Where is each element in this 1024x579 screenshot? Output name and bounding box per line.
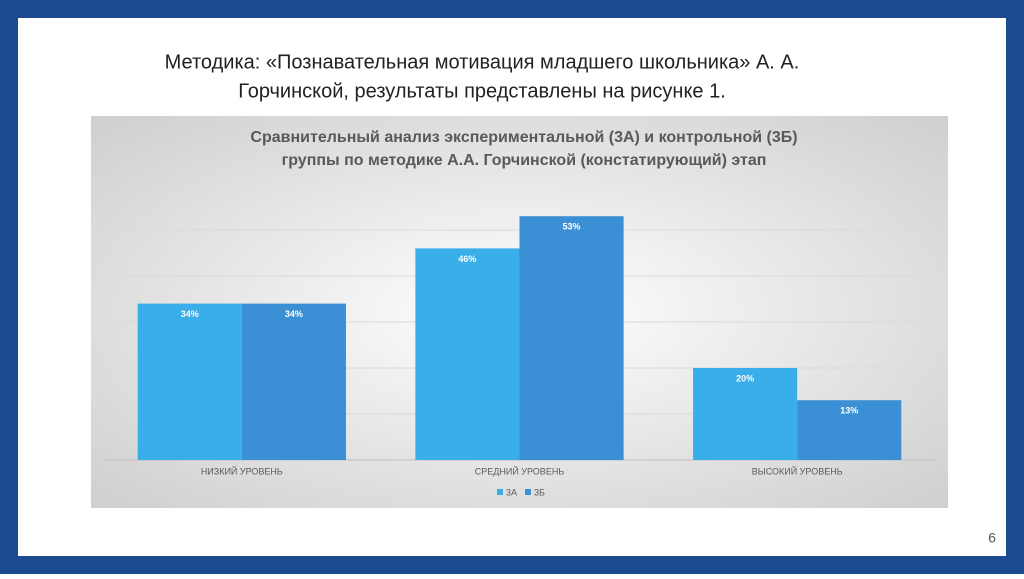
bar [415,248,520,460]
legend-label: 3А [506,487,517,497]
page-number: 6 [988,530,996,546]
legend-swatch [525,489,531,495]
slide-title: Горчинской, результаты представлены на р… [238,80,726,102]
bar [693,368,798,460]
x-tick-label: НИЗКИЙ УРОВЕНЬ [201,465,283,476]
data-label: 46% [458,254,476,264]
legend-label: 3Б [534,487,545,497]
data-label: 34% [181,309,199,319]
data-label: 20% [736,373,754,383]
bar [137,303,242,460]
x-tick-label: СРЕДНИЙ УРОВЕНЬ [475,465,565,476]
bar [241,303,346,460]
chart-title: группы по методике А.А. Горчинской (конс… [282,152,767,169]
bar [519,216,624,460]
chart-title: Сравнительный анализ экспериментальной (… [250,129,797,146]
data-label: 53% [563,222,581,232]
legend-swatch [497,489,503,495]
x-tick-label: ВЫСОКИЙ УРОВЕНЬ [752,465,843,476]
slide-title: Методика: «Познавательная мотивация млад… [165,51,800,73]
bar [797,400,902,460]
data-label: 13% [840,406,858,416]
data-label: 34% [285,309,303,319]
